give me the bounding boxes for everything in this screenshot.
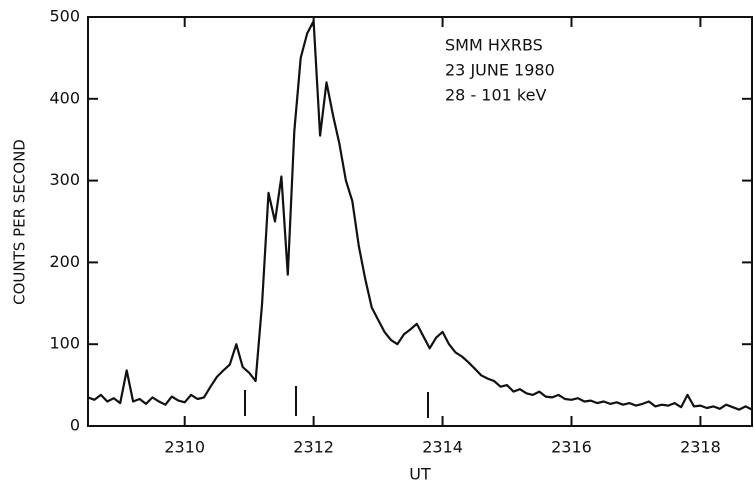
annotation: SMM HXRBS <box>445 36 543 55</box>
annotation: 28 - 101 keV <box>445 86 546 105</box>
x-tick-label: 2310 <box>164 438 205 457</box>
annotation: 23 JUNE 1980 <box>445 61 555 80</box>
data-line <box>87 20 753 411</box>
plot-frame <box>87 16 753 427</box>
y-tick-label: 200 <box>49 252 80 271</box>
x-axis-label: UT <box>409 465 431 484</box>
y-tick-label: 400 <box>49 88 80 107</box>
x-tick-label: 2314 <box>422 438 463 457</box>
x-tick-label: 2312 <box>293 438 334 457</box>
x-tick-label: 2318 <box>680 438 721 457</box>
y-tick-label: 300 <box>49 170 80 189</box>
y-tick-label: 500 <box>49 7 80 26</box>
x-tick-label: 2316 <box>551 438 592 457</box>
y-tick-label: 100 <box>49 334 80 353</box>
y-axis-label: COUNTS PER SECOND <box>11 139 29 305</box>
y-tick-label: 0 <box>70 416 80 435</box>
